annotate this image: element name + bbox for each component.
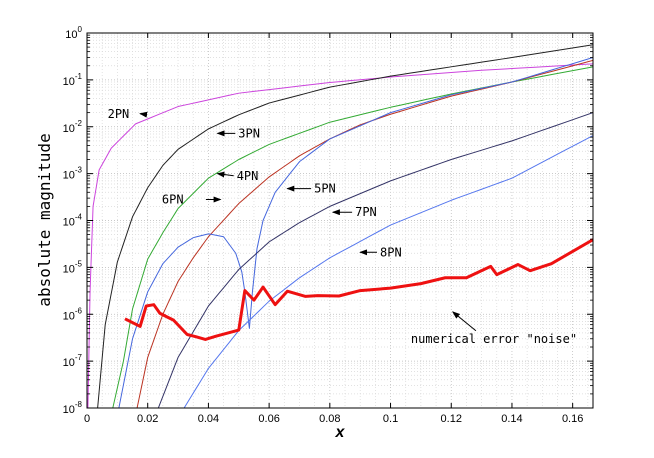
annotation-arrow <box>216 171 234 178</box>
y-tick-label: 10-6 <box>63 306 83 322</box>
y-tick-label: 10-2 <box>63 119 83 135</box>
annotation-label: 7PN <box>355 205 377 219</box>
annotation-label: 3PN <box>238 126 260 140</box>
series-line-7 <box>124 238 593 341</box>
x-tick-label: 0.12 <box>441 413 462 425</box>
x-tick-label: 0.14 <box>501 413 522 425</box>
x-axis-title: x <box>335 424 346 441</box>
series-line-1 <box>97 44 593 408</box>
series-line-2 <box>112 66 593 408</box>
y-tick-label: 100 <box>65 25 82 41</box>
tick-marks <box>86 32 593 409</box>
annotation-label: 6PN <box>162 193 184 207</box>
y-tick-label: 10-1 <box>63 72 83 88</box>
x-tick-label: 0.04 <box>198 413 219 425</box>
series-line-0 <box>87 63 593 408</box>
annotation-label: 5PN <box>314 182 336 196</box>
series-layer <box>87 44 593 408</box>
series-line-6 <box>183 135 593 408</box>
y-tick-label: 10-3 <box>63 166 83 182</box>
tick-labels: 0 0.02 0.04 0.06 0.08 0.1 0.12 0.14 0.16 100 10-1 1… <box>63 25 584 425</box>
series-line-4 <box>118 57 593 408</box>
annotations: 2PN 3PN 4PN 6PN 5PN 7PN 8PN numerical error "no… <box>108 107 577 346</box>
y-tick-label: 10-5 <box>63 259 83 275</box>
annotation-label: 8PN <box>380 245 402 259</box>
x-tick-label: 0.08 <box>319 413 340 425</box>
y-tick-label: 10-8 <box>63 400 83 416</box>
x-tick-label: 0.06 <box>258 413 279 425</box>
y-tick-label: 10-4 <box>63 213 83 229</box>
series-line-5 <box>157 112 593 408</box>
x-tick-label: 0.02 <box>137 413 158 425</box>
annotation-arrow <box>139 111 148 118</box>
annotation-label: numerical error "noise" <box>411 332 577 346</box>
x-tick-label: 0.16 <box>562 413 583 425</box>
x-tick-label: 0.1 <box>383 413 398 425</box>
x-tick-label: 0 <box>84 413 90 425</box>
annotation-label: 2PN <box>108 107 130 121</box>
annotation-arrow <box>452 311 477 332</box>
grid <box>86 33 593 409</box>
annotation-label: 4PN <box>237 169 259 183</box>
y-tick-label: 10-7 <box>63 353 83 369</box>
y-axis-title: absolute magnitude <box>35 133 54 306</box>
series-line-3 <box>136 59 593 408</box>
